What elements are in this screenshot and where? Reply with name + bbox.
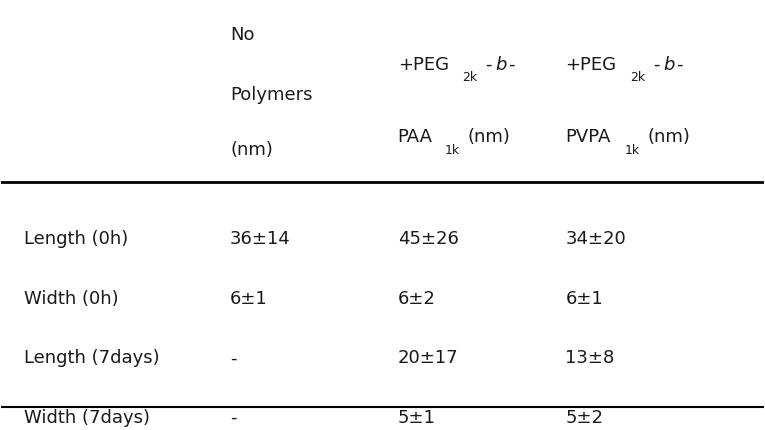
Text: 5±2: 5±2: [565, 409, 604, 427]
Text: PVPA: PVPA: [565, 128, 610, 146]
Text: b: b: [663, 56, 675, 74]
Text: +PEG: +PEG: [398, 56, 449, 74]
Text: Length (0h): Length (0h): [24, 230, 129, 248]
Text: 6±2: 6±2: [398, 290, 435, 308]
Text: -: -: [676, 56, 682, 74]
Text: Width (7days): Width (7days): [24, 409, 150, 427]
Text: Width (0h): Width (0h): [24, 290, 119, 308]
Text: -: -: [653, 56, 659, 74]
Text: 45±26: 45±26: [398, 230, 459, 248]
Text: 5±1: 5±1: [398, 409, 435, 427]
Text: (nm): (nm): [468, 128, 511, 146]
Text: 13±8: 13±8: [565, 349, 615, 367]
Text: Polymers: Polymers: [230, 86, 313, 104]
Text: 20±17: 20±17: [398, 349, 458, 367]
Text: -: -: [508, 56, 515, 74]
Text: -: -: [230, 349, 236, 367]
Text: 6±1: 6±1: [230, 290, 268, 308]
Text: -: -: [486, 56, 492, 74]
Text: 34±20: 34±20: [565, 230, 627, 248]
Text: -: -: [230, 409, 236, 427]
Text: 2k: 2k: [463, 71, 477, 84]
Text: No: No: [230, 26, 255, 44]
Text: Length (7days): Length (7days): [24, 349, 160, 367]
Text: (nm): (nm): [230, 141, 273, 159]
Text: 1k: 1k: [445, 144, 460, 157]
Text: 6±1: 6±1: [565, 290, 603, 308]
Text: PAA: PAA: [398, 128, 433, 146]
Text: 36±14: 36±14: [230, 230, 291, 248]
Text: 1k: 1k: [625, 144, 640, 157]
Text: 2k: 2k: [630, 71, 646, 84]
Text: b: b: [495, 56, 506, 74]
Text: +PEG: +PEG: [565, 56, 617, 74]
Text: (nm): (nm): [648, 128, 691, 146]
